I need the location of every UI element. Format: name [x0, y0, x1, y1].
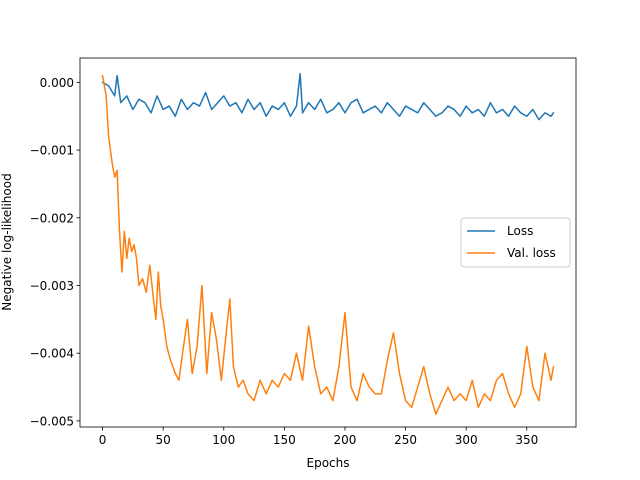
y-tick-label: −0.002 [30, 211, 74, 225]
legend-label-loss: Loss [507, 224, 533, 238]
x-axis: 0 50 100 150 200 250 300 350 [99, 427, 538, 447]
x-tick-label: 300 [455, 433, 478, 447]
y-tick-label: −0.001 [30, 144, 74, 158]
y-tick-label: 0.000 [40, 76, 74, 90]
x-tick-label: 0 [99, 433, 107, 447]
legend-label-val-loss: Val. loss [507, 246, 556, 260]
legend: Loss Val. loss [460, 217, 571, 268]
x-tick-label: 100 [212, 433, 235, 447]
y-tick-label: −0.003 [30, 279, 74, 293]
x-tick-label: 200 [334, 433, 357, 447]
y-axis: 0.000 −0.001 −0.002 −0.003 −0.004 −0.005 [30, 76, 80, 428]
y-tick-label: −0.004 [30, 347, 74, 361]
x-tick-label: 50 [156, 433, 171, 447]
series-line-loss [101, 72, 555, 121]
y-tick-label: −0.005 [30, 414, 74, 428]
y-axis-label: Negative log-likelihood [0, 173, 14, 310]
x-tick-label: 250 [394, 433, 417, 447]
series-line-val-loss [101, 74, 555, 415]
x-tick-label: 350 [515, 433, 538, 447]
x-tick-label: 150 [273, 433, 296, 447]
axes-frame [79, 57, 577, 428]
series-group [101, 72, 555, 415]
x-axis-label: Epochs [307, 456, 350, 470]
